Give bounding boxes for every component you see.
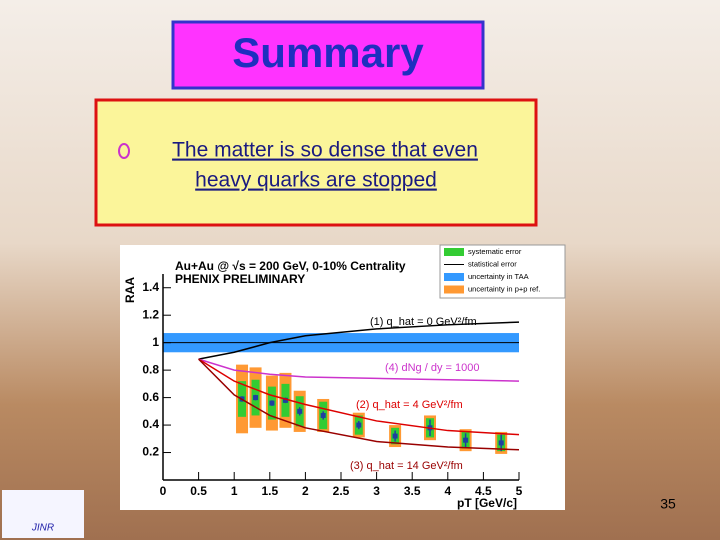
y-tick-label: 0.4 (142, 417, 159, 431)
chart-subheader: PHENIX PRELIMINARY (175, 272, 305, 286)
logo (2, 490, 84, 538)
title-box (171, 20, 485, 90)
y-tick-label: 0.8 (142, 362, 159, 376)
data-point (392, 433, 398, 439)
x-axis-label: pT [GeV/c] (457, 496, 517, 510)
chart-header: Au+Au @ √s = 200 GeV, 0-10% Centrality (175, 259, 406, 273)
y-axis-label: RAA (123, 277, 137, 303)
curve-label: (2) q_hat = 4 GeV²/fm (356, 399, 463, 411)
x-tick-label: 1 (231, 484, 238, 498)
bullet-marker (118, 143, 130, 159)
y-tick-label: 0.2 (142, 445, 159, 459)
legend-label: uncertainty in TAA (468, 272, 529, 281)
x-tick-label: 0.5 (190, 484, 207, 498)
y-tick-label: 1.4 (142, 280, 159, 294)
data-point (356, 422, 362, 428)
data-point (253, 395, 259, 401)
x-tick-label: 3 (373, 484, 380, 498)
legend-label: uncertainty in p+p ref. (468, 284, 540, 293)
y-tick-label: 1.2 (142, 307, 159, 321)
theory-curve (198, 358, 520, 436)
legend-label: systematic error (468, 247, 522, 256)
y-tick-label: 0.6 (142, 390, 159, 404)
data-point (463, 437, 469, 443)
data-point (320, 412, 326, 418)
theory-curve (198, 358, 520, 451)
legend-swatch (444, 285, 464, 294)
x-tick-label: 2.5 (333, 484, 350, 498)
x-tick-label: 2 (302, 484, 309, 498)
theory-curve (198, 358, 520, 382)
data-point (282, 397, 288, 403)
x-tick-label: 0 (160, 484, 167, 498)
curve-label: (1) q_hat = 0 GeV²/fm (370, 316, 477, 328)
x-tick-label: 3.5 (404, 484, 421, 498)
bullet-line: The matter is so dense that even (172, 139, 478, 162)
legend-swatch (444, 248, 464, 256)
data-point (498, 440, 504, 446)
y-tick-label: 1 (152, 335, 159, 349)
x-tick-label: 4 (444, 484, 451, 498)
curve-label: (4) dNg / dy = 1000 (385, 362, 479, 374)
x-tick-label: 1.5 (261, 484, 278, 498)
legend-swatch (444, 273, 464, 281)
x-tick-label: 5 (516, 484, 523, 498)
theory-curve (198, 321, 520, 360)
legend-label: statistical error (468, 259, 517, 268)
bullet-line: heavy quarks are stopped (195, 169, 437, 192)
page-number: 35 (660, 496, 676, 512)
plot: 0 0.5 1 1.5 2 2.5 3 3.5 4 4.5 5 0.2 0.4 0.6 0.8 1 1.2 1.4… (123, 244, 566, 510)
data-point (297, 408, 303, 414)
bullet-box (94, 98, 538, 227)
slide-title: Summary (232, 29, 424, 76)
data-point (269, 400, 275, 406)
x-tick-label: 4.5 (475, 484, 492, 498)
curve-label: (3) q_hat = 14 GeV²/fm (350, 460, 463, 472)
logo-text: JINR (31, 523, 54, 534)
